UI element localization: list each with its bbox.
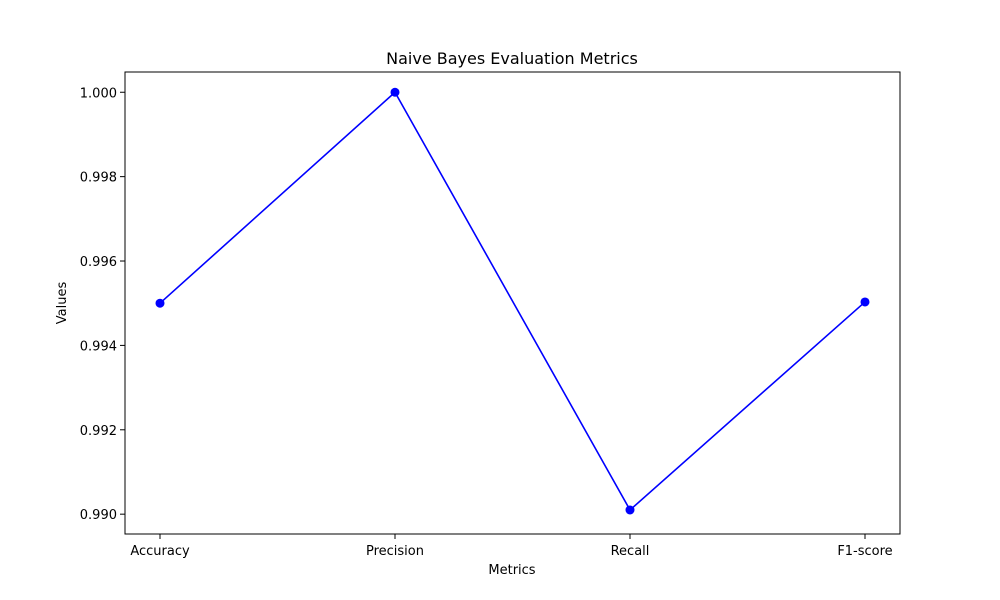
y-tick-label: 0.990 [80,508,117,523]
series-line [159,91,866,511]
data-point [860,297,870,307]
y-tick-label: 1.000 [80,86,117,101]
x-tick-label: Recall [611,544,650,559]
x-tick-label: Accuracy [130,544,190,559]
y-tick-label: 0.992 [80,424,117,439]
y-tick-label: 0.998 [80,171,117,186]
y-tick-label: 0.996 [80,255,117,270]
chart-title: Naive Bayes Evaluation Metrics [386,49,638,68]
y-tick-label: 0.994 [80,339,117,354]
data-point [155,298,165,308]
y-axis-label: Values [55,282,70,325]
plot-frame [124,71,901,535]
data-point [390,87,400,97]
x-tick-label: F1-score [837,544,892,559]
x-tick-label: Precision [366,544,424,559]
x-axis-label: Metrics [488,563,535,578]
data-point [625,505,635,515]
